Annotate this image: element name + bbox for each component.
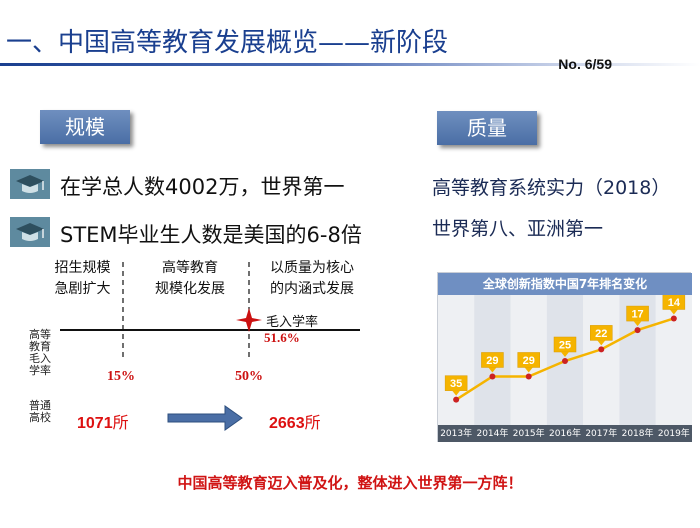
chart-tick-label: 2018年	[622, 427, 654, 439]
title-divider	[0, 63, 700, 66]
footer-slogan: 中国高等教育迈入普及化，整体进入世界第一方阵！	[177, 474, 523, 492]
chart-data-label-pointer	[597, 340, 606, 346]
chart-data-label: 29	[523, 355, 535, 367]
chart-column-band	[438, 295, 475, 425]
growth-arrow	[167, 405, 243, 431]
graduation-cap-icon	[10, 217, 50, 251]
chart-tick-label: 2017年	[585, 427, 617, 439]
chart-data-label-box	[626, 305, 649, 322]
chart-column-band	[583, 295, 620, 425]
chart-tick-label: 2019年	[658, 427, 690, 439]
chart-tick-label: 2013年	[440, 427, 472, 439]
gross-rate-value: 51.6%	[264, 330, 300, 345]
universities-count-before: 1071所	[77, 413, 129, 432]
chart-data-label-pointer	[669, 309, 678, 315]
chart-data-label-pointer	[524, 367, 533, 373]
phase-expansion: 招生规模 急剧扩大	[54, 260, 111, 297]
quality-tag: 质量	[437, 111, 537, 145]
bullet-stem-graduates: STEM毕业生人数是美国的6-8倍	[60, 223, 362, 247]
chart-data-label: 25	[559, 340, 571, 352]
chart-data-point	[562, 358, 568, 364]
chart-tick-label: 2015年	[513, 427, 545, 439]
chart-data-label: 22	[595, 328, 607, 340]
page-number: No. 6/59	[558, 56, 612, 72]
chart-category-axis	[438, 425, 692, 442]
innovation-ranking-chart: 全球创新指数中国7年排名变化 35 29 29 25 22 17 14 2013年 2014年 2…	[437, 272, 692, 442]
chart-data-label: 14	[668, 297, 681, 309]
chart-data-label-box	[590, 325, 613, 341]
scale-tag: 规模	[40, 110, 130, 144]
chart-data-point	[598, 346, 605, 353]
threshold-50: 50%	[235, 369, 263, 384]
graduation-cap-icon	[10, 169, 50, 203]
chart-data-label-pointer	[561, 352, 569, 357]
chart-data-label-box	[444, 375, 468, 391]
chart-data-point	[525, 373, 532, 380]
chart-data-label-pointer	[488, 367, 497, 373]
chart-column-band	[655, 295, 692, 425]
chart-tick-label: 2014年	[476, 427, 508, 439]
universities-count-after: 2663所	[269, 413, 321, 432]
phase-scale-development: 高等教育 规模化发展	[155, 260, 225, 297]
universities-label: 普通 高校	[29, 399, 51, 424]
chart-plot: 35 29 29 25 22 17 14 2013年 2014年 2015年 2016年 2017年 2…	[438, 295, 692, 442]
phase-quality-development: 以质量为核心 的内涵式发展	[270, 260, 354, 297]
current-rate-marker	[236, 308, 262, 332]
chart-data-label: 17	[631, 309, 643, 321]
chart-data-point	[670, 315, 677, 322]
quality-line-2: 世界第八、亚洲第一	[432, 218, 604, 240]
chart-data-label: 29	[486, 355, 498, 367]
bullet-total-students: 在学总人数4002万，世界第一	[60, 175, 345, 199]
page-title: 一、中国高等教育发展概览——新阶段	[6, 28, 449, 58]
chart-data-point	[453, 396, 460, 403]
chart-tick-label: 2016年	[549, 427, 581, 439]
chart-data-label-pointer	[452, 390, 461, 396]
chart-data-point	[634, 327, 641, 334]
enrollment-rate-label: 高等 教育 毛入 学率	[29, 328, 51, 377]
chart-title: 全球创新指数中国7年排名变化	[438, 273, 692, 295]
quality-line-1: 高等教育系统实力（2018）	[432, 177, 671, 199]
gross-rate-label: 毛入学率	[266, 315, 319, 330]
chart-data-label: 35	[450, 378, 462, 390]
threshold-15: 15%	[107, 369, 135, 384]
chart-data-point	[489, 373, 496, 380]
chart-data-label-pointer	[633, 321, 642, 327]
